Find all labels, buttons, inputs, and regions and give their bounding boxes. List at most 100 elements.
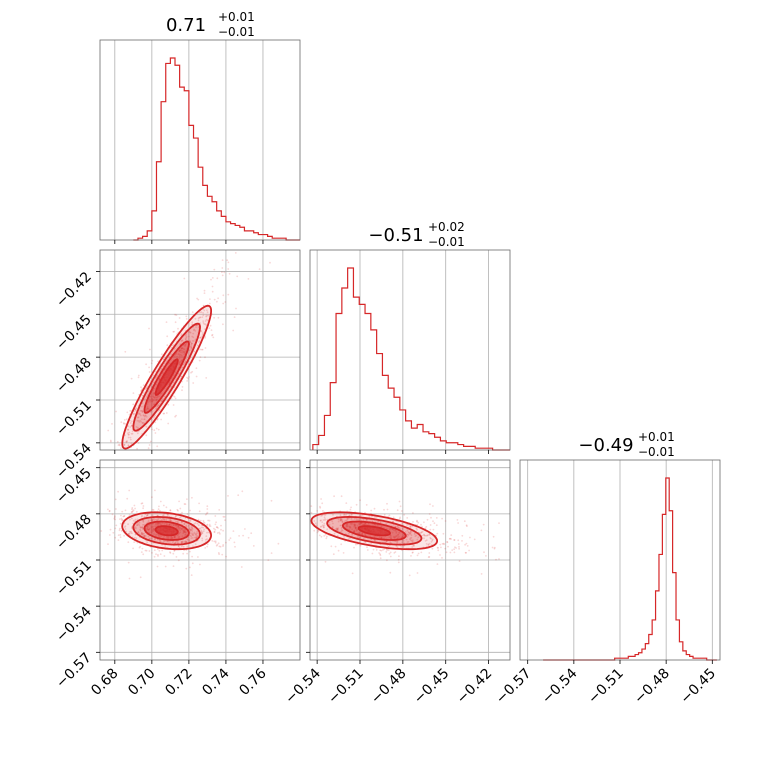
scatter-point xyxy=(184,334,187,337)
scatter-point xyxy=(165,367,168,370)
scatter-point xyxy=(403,513,406,516)
scatter-point xyxy=(156,398,158,401)
scatter-point xyxy=(107,508,109,511)
scatter-point xyxy=(153,518,155,521)
scatter-point xyxy=(215,544,218,547)
scatter-point xyxy=(184,531,187,533)
scatter-point xyxy=(149,399,152,402)
scatter-point xyxy=(439,543,442,546)
scatter-point xyxy=(145,549,148,552)
scatter-point xyxy=(386,508,389,511)
scatter-point xyxy=(211,333,214,336)
scatter-point xyxy=(353,524,356,526)
scatter-point xyxy=(128,413,131,416)
scatter-point xyxy=(185,337,188,339)
scatter-point xyxy=(136,518,139,521)
scatter-point xyxy=(180,375,183,378)
scatter-point xyxy=(209,525,212,527)
scatter-point xyxy=(383,508,385,511)
scatter-point xyxy=(421,534,423,537)
scatter-point xyxy=(323,524,326,527)
scatter-point xyxy=(148,366,151,369)
scatter-point xyxy=(386,502,388,505)
scatter-point xyxy=(179,516,181,519)
scatter-point xyxy=(183,523,186,525)
scatter-point xyxy=(184,531,187,533)
scatter-point xyxy=(119,536,122,539)
scatter-point xyxy=(155,427,158,430)
y-tick-label: −0.48 xyxy=(53,511,95,553)
scatter-point xyxy=(177,353,180,356)
scatter-point xyxy=(401,541,403,544)
scatter-point xyxy=(135,407,138,410)
scatter-point xyxy=(182,545,185,548)
scatter-point xyxy=(129,422,132,424)
scatter-point xyxy=(111,423,113,425)
scatter-point xyxy=(182,532,185,535)
scatter-point xyxy=(165,523,168,526)
scatter-point xyxy=(173,330,176,333)
scatter-point xyxy=(420,551,423,554)
scatter-point xyxy=(150,400,153,403)
scatter-point xyxy=(189,331,192,334)
scatter-point xyxy=(146,403,149,405)
scatter-point xyxy=(178,363,181,366)
scatter-point xyxy=(184,338,187,340)
scatter-point xyxy=(232,329,235,332)
scatter-point xyxy=(152,529,155,531)
scatter-point xyxy=(353,524,356,526)
scatter-point xyxy=(142,519,145,522)
scatter-point xyxy=(173,347,176,350)
scatter-point xyxy=(380,537,383,539)
scatter-point xyxy=(424,527,427,530)
scatter-point xyxy=(193,328,196,331)
scatter-point xyxy=(152,392,155,395)
scatter-point xyxy=(174,535,177,538)
scatter-point xyxy=(435,524,438,527)
y-tick-label: −0.51 xyxy=(53,558,95,600)
scatter-point xyxy=(341,529,344,532)
scatter-point xyxy=(183,361,186,364)
scatter-point xyxy=(382,549,384,551)
scatter-point xyxy=(402,535,404,538)
scatter-point xyxy=(147,528,150,531)
scatter-point xyxy=(465,524,468,527)
scatter-point xyxy=(449,537,451,540)
scatter-point xyxy=(337,518,340,521)
scatter-point xyxy=(184,350,187,353)
scatter-point xyxy=(159,370,162,372)
scatter-point xyxy=(163,412,166,415)
scatter-point xyxy=(197,317,200,320)
scatter-point xyxy=(199,356,202,358)
scatter-point xyxy=(183,351,186,353)
scatter-point xyxy=(117,534,120,537)
scatter-point xyxy=(158,535,160,538)
scatter-point xyxy=(147,407,150,410)
scatter-point xyxy=(189,340,191,343)
scatter-point xyxy=(432,520,434,523)
scatter-point xyxy=(178,362,181,365)
scatter-point xyxy=(322,526,325,529)
scatter-point xyxy=(233,541,236,544)
scatter-point xyxy=(429,503,431,506)
scatter-point xyxy=(351,522,354,525)
scatter-point xyxy=(222,544,225,546)
scatter-point xyxy=(339,514,342,517)
scatter-point xyxy=(183,348,186,351)
scatter-point xyxy=(171,541,174,544)
scatter-point xyxy=(183,531,185,534)
scatter-point xyxy=(152,509,155,511)
scatter-point xyxy=(170,346,173,349)
scatter-point xyxy=(366,549,369,551)
scatter-point xyxy=(235,307,237,310)
scatter-point xyxy=(127,425,129,427)
scatter-point xyxy=(193,536,196,539)
scatter-point xyxy=(196,522,199,525)
scatter-point xyxy=(431,547,434,550)
scatter-point xyxy=(139,526,142,528)
scatter-point xyxy=(123,444,126,446)
scatter-point xyxy=(371,552,374,555)
scatter-point xyxy=(244,528,246,530)
scatter-point xyxy=(166,335,169,338)
scatter-point xyxy=(455,547,457,549)
